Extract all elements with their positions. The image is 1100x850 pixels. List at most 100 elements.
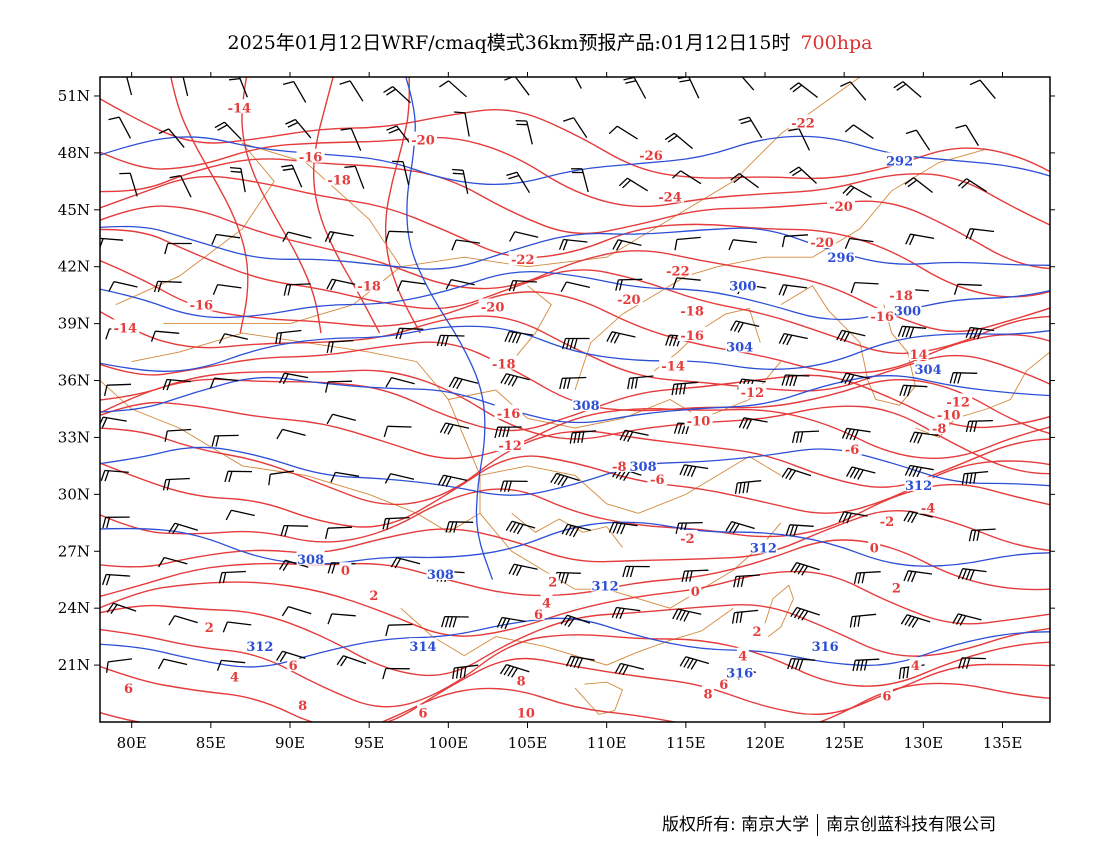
wind-barb xyxy=(158,556,188,568)
wind-barb xyxy=(222,621,252,633)
wind-barb xyxy=(108,116,132,139)
label-halo xyxy=(929,419,950,434)
wind-barb xyxy=(100,237,124,249)
wind-barb xyxy=(496,616,526,630)
wind-barb xyxy=(445,521,474,533)
wind-barb xyxy=(216,659,246,671)
isotherm-line xyxy=(170,77,249,334)
wind-barb xyxy=(126,77,133,96)
wind-barb xyxy=(282,80,307,103)
label-halo xyxy=(494,404,523,419)
wind-barb xyxy=(846,466,876,480)
label-halo xyxy=(656,188,684,203)
wind-barb xyxy=(674,236,701,251)
wind-barb xyxy=(561,523,592,538)
label-halo xyxy=(725,664,754,679)
label-halo xyxy=(515,704,536,719)
temperature-label: 2 xyxy=(892,581,901,596)
wind-barb xyxy=(504,330,534,344)
label-halo xyxy=(868,308,897,323)
label-halo xyxy=(908,345,929,360)
wind-barb xyxy=(571,168,589,193)
label-halo xyxy=(409,638,437,653)
wind-barb xyxy=(560,614,591,628)
temperature-label: -20 xyxy=(481,301,505,316)
wind-barb xyxy=(852,658,880,672)
title-main: 2025年01月12日WRF/cmaq模式36km预报产品:01月12日15时 xyxy=(227,32,791,54)
wind-barb xyxy=(283,283,311,296)
wind-barb xyxy=(326,278,356,291)
temperature-label: 2 xyxy=(205,621,214,636)
wind-barb xyxy=(734,480,762,495)
isotherm-line xyxy=(100,510,1050,568)
wind-barb xyxy=(615,278,643,291)
wind-barb xyxy=(509,231,539,242)
wind-barb xyxy=(229,166,246,193)
temperature-label: 14 xyxy=(910,348,928,363)
height-label: 316 xyxy=(812,640,839,655)
label-halo xyxy=(887,287,916,302)
wind-barb xyxy=(836,329,866,343)
label-halo xyxy=(409,131,437,146)
label-halo xyxy=(228,668,241,683)
temperature-label: -20 xyxy=(829,200,853,215)
temperature-label: -4 xyxy=(921,502,935,517)
wind-barb xyxy=(285,118,312,139)
temperature-label: -18 xyxy=(357,280,381,295)
label-halo xyxy=(725,338,754,353)
wind-barb xyxy=(952,613,982,626)
label-halo xyxy=(426,566,455,581)
label-halo xyxy=(325,171,354,186)
wind-barb xyxy=(508,279,537,292)
wind-barb xyxy=(781,234,809,248)
x-tick-label: 125E xyxy=(824,734,864,752)
label-halo xyxy=(736,647,749,662)
label-halo xyxy=(842,440,863,455)
wind-barb xyxy=(157,658,188,670)
label-halo xyxy=(659,357,688,372)
wind-barb xyxy=(218,570,246,584)
label-halo xyxy=(572,397,601,412)
wind-barb xyxy=(606,331,636,344)
wind-barb xyxy=(436,334,465,347)
height-labels: 292 296 300 300 304 304 308 308 312 312 308 308 312 3… xyxy=(245,152,943,682)
wind-barb xyxy=(679,464,709,477)
wind-barb xyxy=(162,477,190,491)
wind-barb xyxy=(664,132,694,150)
wind-barb xyxy=(561,337,590,350)
temperature-labels: -14-16-18-20-26-22-24-20-20-22-22-20-20-… xyxy=(111,99,973,722)
wind-barb xyxy=(453,111,470,137)
temperature-label: 6 xyxy=(534,608,543,623)
height-contour-line xyxy=(100,225,1050,270)
temperature-label: -2 xyxy=(680,532,694,547)
province-boundaries xyxy=(100,77,1050,715)
temperature-label: -2 xyxy=(880,515,894,530)
wind-barb xyxy=(494,426,522,439)
label-halo xyxy=(296,550,325,565)
temperature-label: 6 xyxy=(882,689,891,704)
wind-barb xyxy=(168,615,198,626)
wind-barb xyxy=(569,430,597,444)
wind-barb xyxy=(730,172,759,189)
wind-barb xyxy=(276,650,306,662)
boundary-line xyxy=(479,513,782,609)
wind-barb xyxy=(162,378,191,391)
wind-barb xyxy=(844,124,874,139)
isotherm-line xyxy=(100,136,1050,226)
isotherm-line xyxy=(100,570,1050,637)
label-halo xyxy=(678,302,707,317)
wind-barb xyxy=(608,125,638,140)
label-halo xyxy=(225,99,254,114)
label-halo xyxy=(609,457,630,472)
x-tick-label: 110E xyxy=(587,734,627,752)
temperature-label: 2 xyxy=(369,589,378,604)
wind-barb xyxy=(618,177,649,192)
wind-barb xyxy=(441,615,469,628)
wind-barb xyxy=(790,606,820,621)
label-halo xyxy=(808,234,836,249)
wind-barb xyxy=(452,664,479,679)
temperature-label: -22 xyxy=(791,117,815,132)
wind-barb xyxy=(326,413,356,425)
wind-barb xyxy=(439,422,470,435)
height-label: 300 xyxy=(894,304,921,319)
